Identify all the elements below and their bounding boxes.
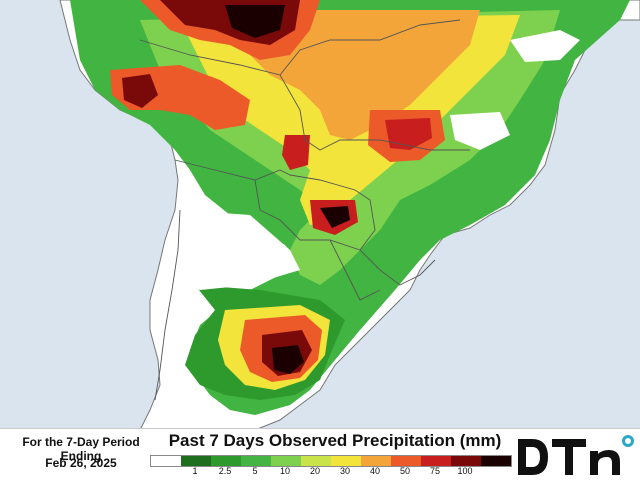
- legend-tick: 2.5: [218, 466, 232, 476]
- legend-swatch: [451, 456, 481, 466]
- legend-tick: 1: [192, 466, 198, 476]
- legend-swatch: [421, 456, 451, 466]
- legend-swatch: [151, 456, 181, 466]
- precip-zone-black-north: [225, 5, 285, 38]
- dry-area-northeast: [510, 30, 580, 62]
- legend-swatch: [301, 456, 331, 466]
- legend-swatch: [181, 456, 211, 466]
- legend-tick: 5: [252, 466, 258, 476]
- legend-tick: 30: [339, 466, 351, 476]
- legend-tick: 50: [399, 466, 411, 476]
- legend-swatch: [211, 456, 241, 466]
- precip-zone-darkred-east: [385, 118, 432, 150]
- legend-swatch: [331, 456, 361, 466]
- precipitation-map: [59, 0, 640, 430]
- map-svg: [59, 0, 640, 430]
- precip-layer: [70, 0, 630, 415]
- dry-area-east: [450, 112, 510, 150]
- legend-tick: 100: [457, 466, 473, 476]
- legend-title: Past 7 Days Observed Precipitation (mm): [168, 431, 502, 450]
- precip-zone-black-paraguay: [320, 206, 350, 228]
- dtn-logo: [512, 429, 640, 481]
- legend-swatch: [481, 456, 511, 466]
- legend-swatch: [241, 456, 271, 466]
- period-label: For the 7-Day Period Ending: [22, 435, 140, 463]
- precip-zone-red-bolivia: [282, 135, 310, 170]
- precip-zone-darkred-west: [122, 74, 158, 108]
- legend-color-bar: [150, 455, 512, 467]
- country-borders: [139, 19, 470, 401]
- legend-tick: 20: [309, 466, 321, 476]
- dry-area-argentina: [168, 210, 300, 290]
- legend-swatch: [391, 456, 421, 466]
- legend-tick: 10: [279, 466, 291, 476]
- legend-tick: 40: [369, 466, 381, 476]
- precip-zone-black-south: [272, 345, 304, 374]
- legend-swatch: [361, 456, 391, 466]
- legend-tick: 75: [429, 466, 441, 476]
- legend-swatch: [271, 456, 301, 466]
- dtn-logo-icon: [518, 435, 634, 475]
- legend-tick-labels: 1 2.5 5 10 20 30 40 50 75 100: [150, 466, 512, 478]
- period-date: Feb 26, 2025: [45, 456, 117, 470]
- legend-footer: For the 7-Day Period Ending Feb 26, 2025…: [0, 428, 640, 481]
